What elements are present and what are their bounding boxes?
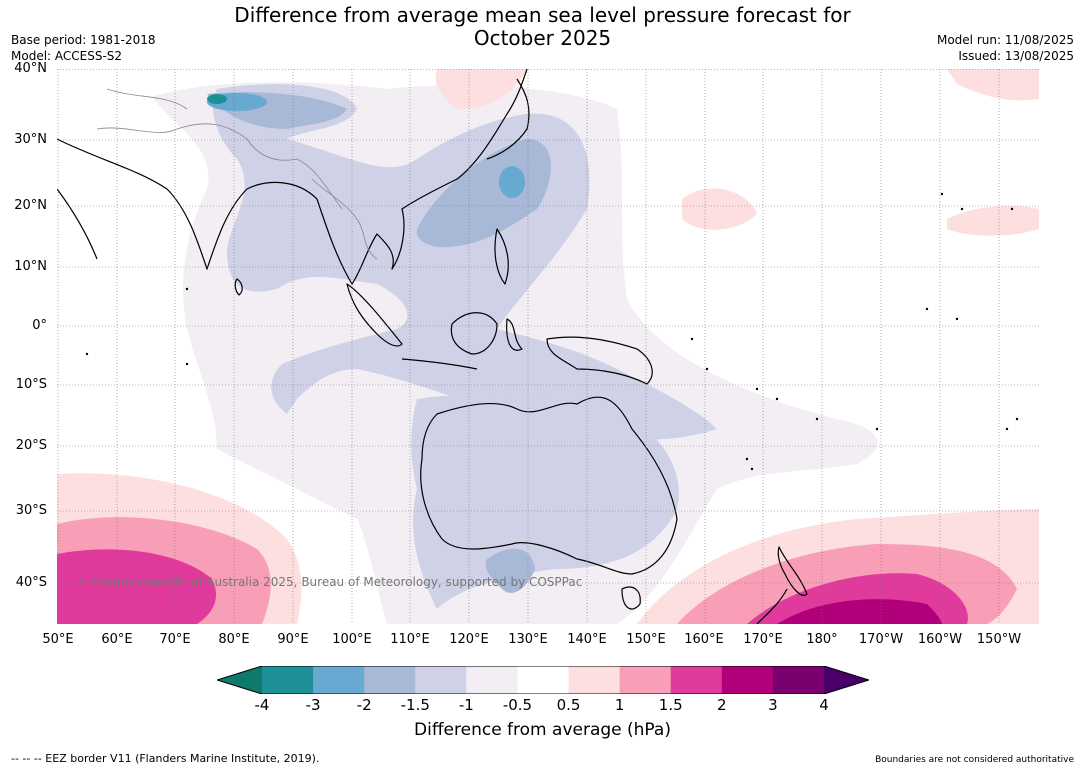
anomaly-region-plus-0.5-north-pacific [435,69,527,109]
boundaries-note: Boundaries are not considered authoritat… [875,755,1074,765]
colorbar-tick-label: 4 [819,696,829,714]
colorbar-cell [619,666,672,694]
lon-label: 140°E [567,632,607,647]
meta-left: Base period: 1981-2018 Model: ACCESS-S2 [11,32,156,64]
lat-label: 20°S [15,438,47,453]
coastline-tasmania [621,586,641,610]
copyright-notice: © Commonwealth of Australia 2025, Bureau… [77,575,583,589]
lon-label: 170°W [858,632,904,647]
map-title: Difference from average mean sea level p… [0,4,1085,50]
pressure-anomaly-map [57,69,1039,624]
lat-label: 20°N [14,198,47,213]
lat-label: 40°S [15,575,47,590]
coastline-sulawesi [506,318,523,351]
colorbar-tick-label: -1.5 [400,696,430,714]
lon-label: 50°E [42,632,74,647]
island-dots [85,192,1019,471]
coastline-new-zealand-north [777,546,808,596]
coastline-java [401,358,478,370]
lon-label: 70°E [159,632,191,647]
colorbar-cell [670,666,723,694]
coastline-asia-mainland [57,69,528,285]
model-name: Model: ACCESS-S2 [11,49,123,63]
issued-date: Issued: 13/08/2025 [958,49,1074,63]
coastline-philippines [494,228,509,285]
lon-label: 80°E [218,632,250,647]
anomaly-region-minus-2-philippine-sea [499,166,525,198]
eez-legend: -- -- -- EEZ border V11 (Flanders Marine… [11,752,320,765]
coastline-new-guinea [546,336,653,385]
lat-label: 30°N [14,132,47,147]
country-borders [96,88,378,260]
title-line-1: Difference from average mean sea level p… [234,3,851,27]
colorbar-cell [772,666,825,694]
lon-label: 170°E [743,632,783,647]
coastlines [57,69,808,624]
colorbar-tick-label: -4 [254,696,270,714]
lat-label: 0° [32,318,47,333]
title-line-2: October 2025 [473,26,612,50]
lon-label: 100°E [332,632,372,647]
anomaly-region-minus-3-tibet [207,94,227,104]
lat-label: 10°N [14,259,47,274]
coastline-borneo [450,312,498,355]
colorbar-tick-label: -0.5 [502,696,533,714]
anomaly-region-minus-1-australia [411,394,679,609]
base-period: Base period: 1981-2018 [11,33,156,47]
colorbar-tick-label: 0.5 [556,696,581,714]
lat-label: 40°N [14,61,47,76]
lon-label: 60°E [101,632,133,647]
anomaly-region-minus-1.5-philippine-sea [416,139,551,248]
meta-right: Model run: 11/08/2025 Issued: 13/08/2025 [937,32,1074,64]
colorbar-tick-label: 3 [768,696,778,714]
colorbar-cell [313,666,365,694]
colorbar-extend-low [217,666,262,694]
coastline-sri-lanka [234,278,243,296]
colorbar-cell [721,666,774,694]
colorbar-cell [466,666,518,694]
colorbar-cell [415,666,467,694]
lat-label: 10°S [15,377,47,392]
lon-label: 160°W [917,632,963,647]
lat-label: 30°S [15,503,47,518]
anomaly-region-plus-1.5-south-west [57,549,217,624]
coastline-australia [420,396,678,575]
colorbar-tick-label: 1 [614,696,625,714]
colorbar-tick-label: -3 [305,696,321,714]
lon-label: 160°E [684,632,724,647]
lon-label: 150°W [976,632,1022,647]
anomaly-region-plus-0.5-east-pacific [947,206,1039,236]
model-run: Model run: 11/08/2025 [936,33,1074,47]
graticule [57,69,1039,624]
colorbar-extend-high [824,666,869,694]
colorbar-tick-label: 1.5 [658,696,683,714]
lon-label: 150°E [626,632,666,647]
coastline-sumatra [346,283,403,347]
colorbar-cell [568,666,621,694]
colorbar-label: Difference from average (hPa) [414,720,671,740]
colorbar-tick-label: 2 [717,696,727,714]
anomaly-region-plus-0.5-central-pacific [682,188,757,230]
colorbar [217,666,869,694]
colorbar-cell [364,666,416,694]
lon-label: 120°E [449,632,489,647]
colorbar-tick-label: -2 [356,696,372,714]
colorbar-cell [517,666,570,694]
lon-label: 90°E [277,632,309,647]
map-canvas [57,69,1039,624]
coastline-new-zealand-south [756,588,788,624]
anomaly-region-plus-0.5-north-east [947,69,1039,101]
lon-label: 180° [806,632,838,647]
anomaly-region-plus-2-south-east [777,599,942,624]
coastline-arabia [57,188,98,260]
colorbar-tick-label: -1 [458,696,474,714]
anomaly-region-minus-1-north [213,84,717,440]
colorbar-cell [262,666,314,694]
lon-label: 130°E [508,632,548,647]
lon-label: 110°E [390,632,430,647]
coastline-japan [486,78,530,160]
anomaly-region-minus-1.5-bight [485,548,535,593]
